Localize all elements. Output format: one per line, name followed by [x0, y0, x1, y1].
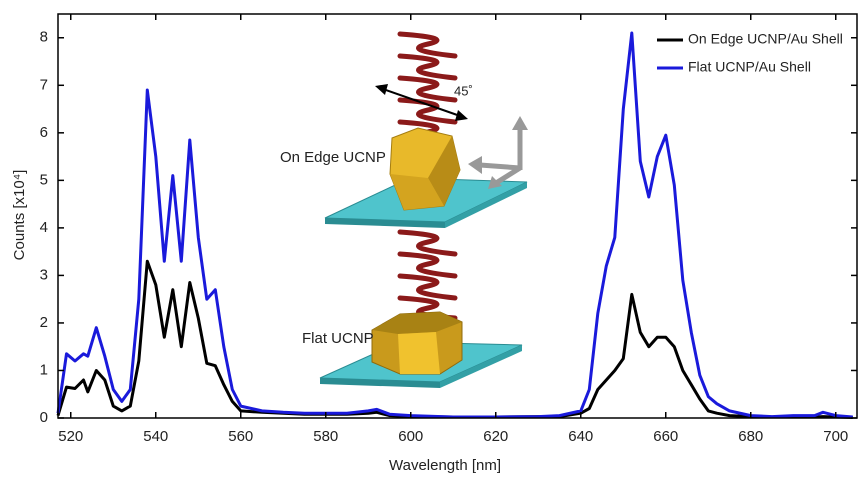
prism-face — [390, 174, 444, 210]
annotation: 45˚ — [454, 83, 473, 98]
x-tick-label: 600 — [398, 428, 423, 445]
arrowhead — [488, 176, 502, 189]
x-tick-label: 540 — [143, 428, 168, 445]
axis-arrow — [479, 162, 521, 171]
y-tick-label: 5 — [40, 171, 48, 188]
x-tick-label: 660 — [653, 428, 678, 445]
y-axis-title: Counts [x10⁴] — [11, 170, 28, 261]
y-tick-label: 7 — [40, 76, 48, 93]
axis-arrow — [494, 165, 522, 186]
arrowhead — [375, 84, 388, 95]
prism-face — [398, 332, 440, 374]
y-tick-label: 0 — [40, 409, 48, 426]
annotation: On Edge UCNP — [280, 149, 386, 166]
plot-frame — [57, 13, 858, 419]
legend-label: Flat UCNP/Au Shell — [688, 59, 811, 75]
x-tick-label: 520 — [58, 428, 83, 445]
legend-label: On Edge UCNP/Au Shell — [688, 31, 843, 47]
prism-face — [372, 312, 462, 334]
arrowhead — [512, 116, 528, 130]
spring — [397, 31, 458, 135]
arrowhead — [455, 110, 468, 121]
plate-edge — [440, 345, 522, 388]
prism-face — [428, 136, 460, 206]
x-axis-title: Wavelength [nm] — [389, 457, 501, 474]
y-tick-label: 3 — [40, 266, 48, 283]
x-tick-label: 580 — [313, 428, 338, 445]
inset-illustration: On Edge UCNP Flat UCNP 45˚ — [280, 31, 528, 388]
plate-edge — [320, 378, 440, 388]
arrowhead — [468, 156, 482, 174]
polarization-arrow — [379, 87, 464, 118]
y-tick-label: 2 — [40, 314, 48, 331]
x-tick-label: 700 — [823, 428, 848, 445]
y-tick-label: 1 — [40, 361, 48, 378]
y-tick-label: 8 — [40, 29, 48, 46]
y-tick-label: 4 — [40, 219, 48, 236]
x-tick-label: 620 — [483, 428, 508, 445]
annotation: Flat UCNP — [302, 330, 374, 347]
x-tick-label: 680 — [738, 428, 763, 445]
plate-edge — [325, 218, 445, 228]
spring — [397, 229, 458, 321]
series-line — [56, 31, 853, 419]
plate-edge — [445, 182, 527, 228]
x-tick-label: 560 — [228, 428, 253, 445]
y-tick-label: 6 — [40, 124, 48, 141]
x-tick-label: 640 — [568, 428, 593, 445]
